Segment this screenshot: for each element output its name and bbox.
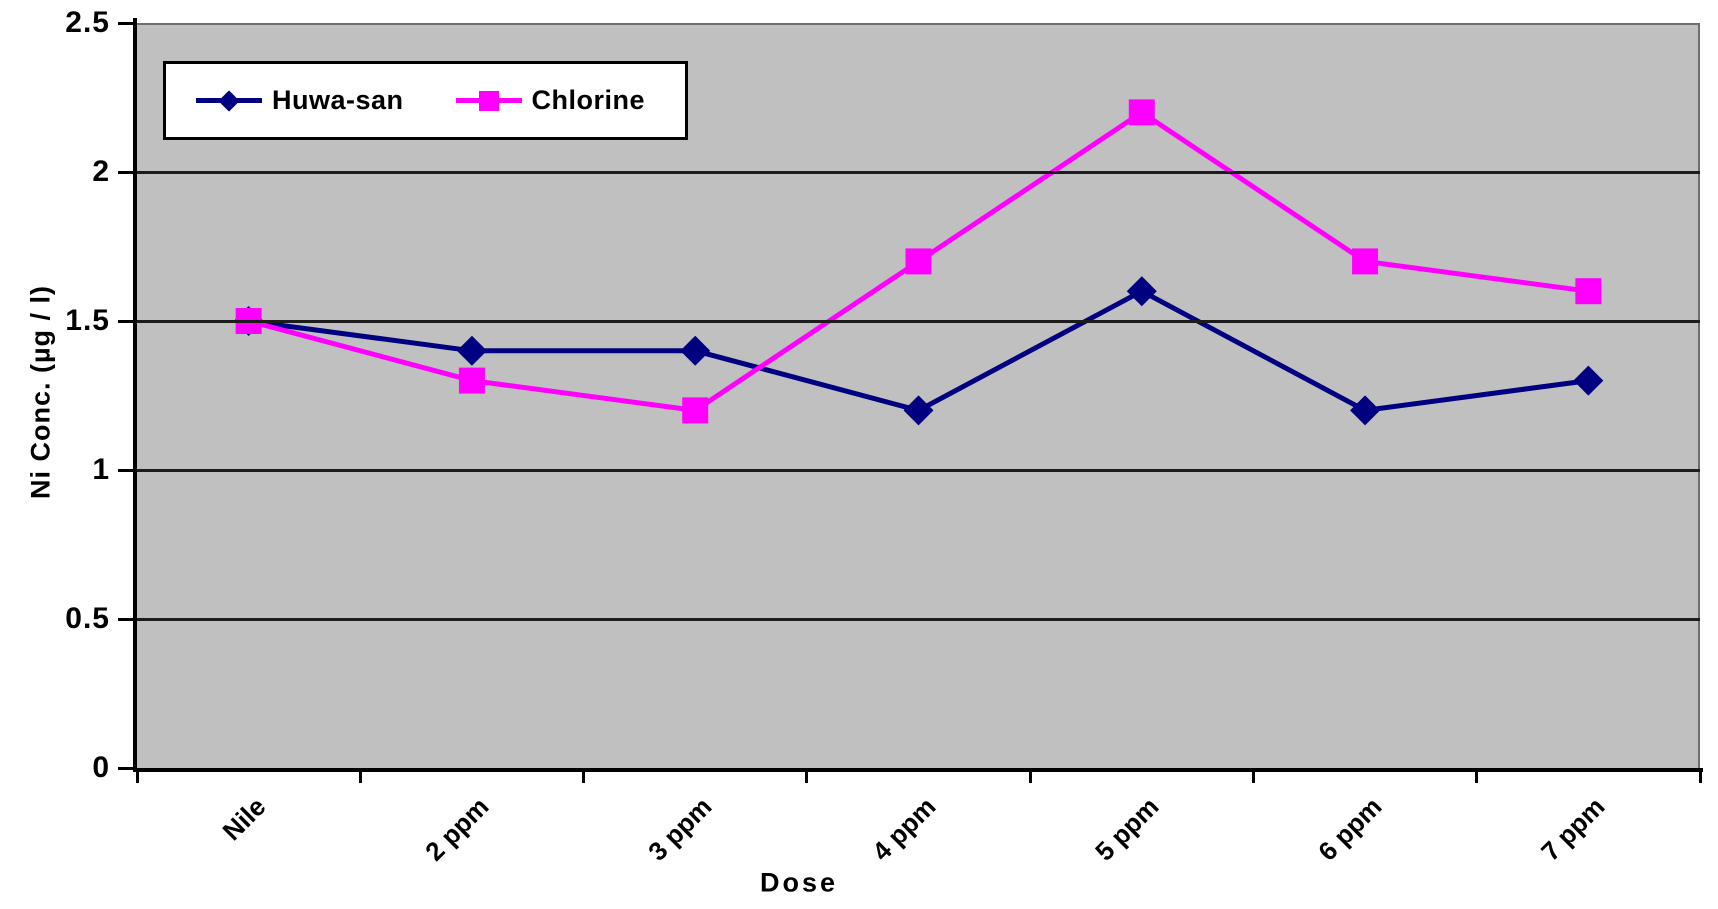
gridline <box>137 468 1700 472</box>
y-tick-label: 0.5 <box>65 602 110 635</box>
y-tick-label: 2 <box>92 155 110 188</box>
diamond-marker-icon <box>218 89 240 112</box>
x-category-label: Nile <box>216 791 272 847</box>
legend-item-chlorine: Chlorine <box>455 85 646 116</box>
x-axis-tick <box>1475 770 1479 783</box>
x-axis-line <box>133 768 1703 772</box>
y-tick-label: 0 <box>92 751 110 784</box>
x-category-label: 6 ppm <box>1312 791 1388 867</box>
x-axis-tick <box>135 770 139 783</box>
gridline <box>137 170 1700 174</box>
y-axis-tick <box>118 617 137 621</box>
x-axis-tick <box>1251 770 1255 783</box>
x-category-label: 3 ppm <box>642 791 718 867</box>
x-category-label: 7 ppm <box>1535 791 1611 867</box>
y-axis-tick <box>118 319 137 323</box>
x-axis-tick <box>805 770 809 783</box>
x-axis-tick <box>582 770 586 783</box>
x-category-label: 5 ppm <box>1088 791 1165 867</box>
legend-line-sample <box>455 90 522 111</box>
y-axis-tick <box>118 21 137 25</box>
x-axis-title: Dose <box>759 867 839 898</box>
y-axis-tick <box>118 170 137 174</box>
x-category-label: 2 ppm <box>419 791 495 867</box>
x-category-label: 4 ppm <box>865 791 942 867</box>
y-tick-label: 1.5 <box>65 304 110 337</box>
y-axis-tick <box>118 766 137 770</box>
x-axis-tick <box>1698 770 1702 783</box>
legend-item-huwa-san: Huwa-san <box>196 85 404 116</box>
y-tick-label: 1 <box>92 453 110 486</box>
gridline <box>137 617 1700 621</box>
legend-label: Huwa-san <box>272 85 404 115</box>
x-axis-tick <box>1028 770 1032 783</box>
legend: Huwa-san Chlorine <box>163 61 688 140</box>
legend-label: Chlorine <box>531 85 646 115</box>
y-axis-tick <box>118 468 137 472</box>
x-axis-tick <box>358 770 362 783</box>
y-axis-line <box>133 18 137 772</box>
square-marker-icon <box>478 90 499 111</box>
gridline <box>137 319 1700 323</box>
y-tick-label: 2.5 <box>65 6 110 39</box>
legend-line-sample <box>196 89 262 112</box>
